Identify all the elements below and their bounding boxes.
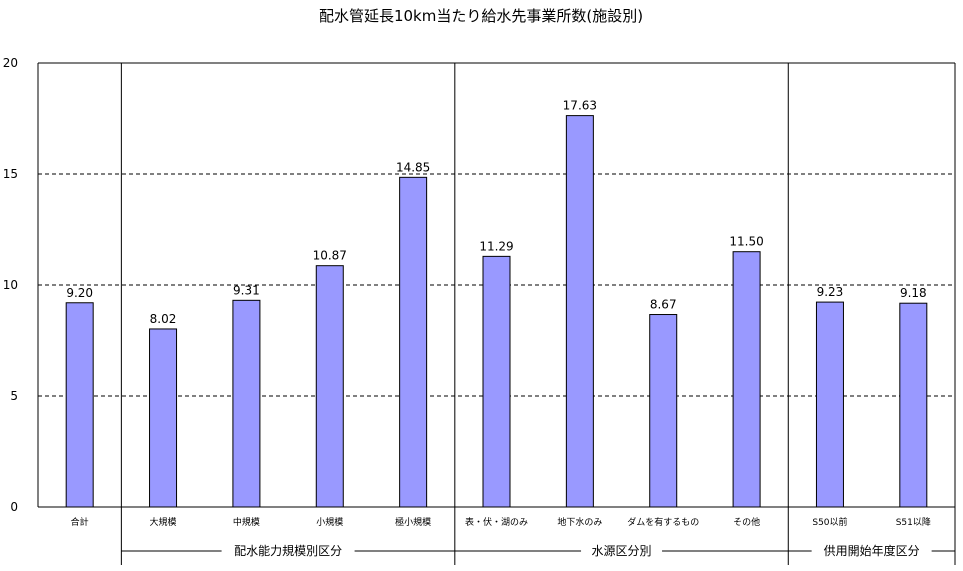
category-label: 合計 [71,516,89,528]
y-tick-label: 0 [10,500,18,514]
value-label: 14.85 [396,160,430,174]
y-tick-label: 10 [3,278,18,292]
category-label: 極小規模 [395,516,431,528]
chart-title: 配水管延長10km当たり給水先事業所数(施設別) [319,7,643,25]
y-tick-label: 5 [10,389,18,403]
group-separators [120,63,789,565]
bar-4 [399,176,428,508]
bar-2 [232,299,261,508]
category-label: 小規模 [316,517,343,528]
bar-10 [899,302,928,508]
value-label: 11.29 [479,239,513,253]
y-tick-label: 15 [3,167,18,181]
group-labels: 配水能力規模別区分 水源区分別 供用開始年度区分 [121,543,955,558]
category-label: ダムを有するもの [627,516,699,528]
category-label: 中規模 [233,516,260,528]
value-label: 9.23 [817,285,844,299]
category-label: 表・伏・湖のみ [465,516,528,528]
value-label: 11.50 [729,235,763,249]
bar-6 [565,115,594,508]
category-label: 大規模 [150,516,177,528]
category-label: その他 [733,516,760,528]
bar-7 [649,314,678,508]
y-tick-label: 20 [3,56,18,70]
value-label: 10.87 [313,249,347,263]
category-label: S51以降 [896,516,931,528]
value-label: 8.02 [150,312,177,326]
value-label: 17.63 [563,99,597,113]
category-labels: 合計 大規模 中規模 小規模 極小規模 表・伏・湖のみ 地下水のみ ダムを有するもの その他 S5… [71,516,931,528]
bar-9 [815,301,844,508]
bar-8 [732,251,761,508]
bar-1 [149,328,178,508]
value-labels: 9.20 8.02 9.31 10.87 14.85 11.29 17.63 8.67 11.5… [66,99,926,326]
bar-5 [482,255,511,508]
y-axis-ticks: 0 5 10 15 20 [3,56,18,514]
category-label: 地下水のみ [557,516,602,528]
value-label: 8.67 [650,298,677,312]
bar-0 [65,302,94,508]
bar-3 [315,265,344,508]
value-label: 9.18 [900,286,927,300]
value-label: 9.31 [233,283,260,297]
axes [37,62,956,565]
value-label: 9.20 [66,286,93,300]
group-label: 水源区分別 [592,544,652,558]
group-label: 配水能力規模別区分 [234,543,342,558]
category-label: S50以前 [812,516,847,528]
bars [65,115,928,508]
group-label: 供用開始年度区分 [824,543,920,558]
